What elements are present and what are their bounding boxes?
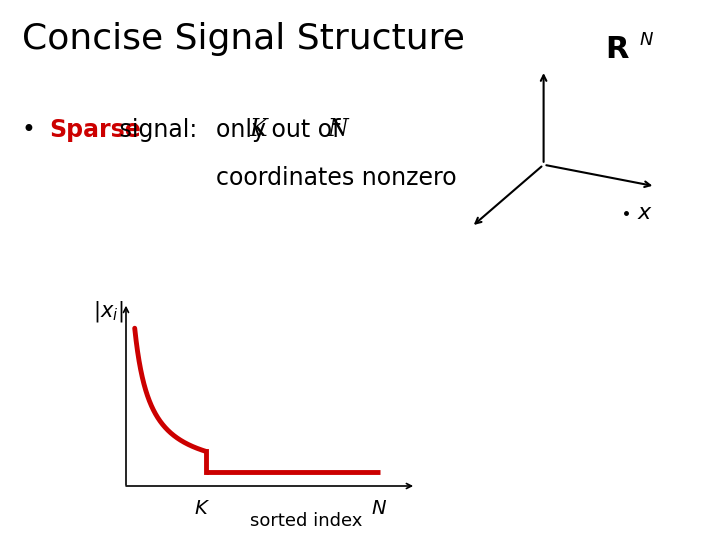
Text: $K$: $K$: [194, 500, 210, 518]
Text: $|x_i|$: $|x_i|$: [93, 299, 123, 325]
Text: N: N: [328, 118, 348, 141]
Text: Sparse: Sparse: [49, 118, 140, 141]
Text: out of: out of: [264, 118, 348, 141]
Text: $x$: $x$: [637, 202, 653, 224]
Text: $\mathbf{R}$: $\mathbf{R}$: [605, 34, 629, 65]
Text: signal:: signal:: [112, 118, 197, 141]
Text: sorted index: sorted index: [251, 512, 363, 530]
Text: •: •: [22, 118, 35, 141]
Text: $N$: $N$: [639, 31, 654, 49]
Text: coordinates nonzero: coordinates nonzero: [216, 166, 456, 190]
Text: Concise Signal Structure: Concise Signal Structure: [22, 22, 464, 56]
Text: only: only: [216, 118, 274, 141]
Text: $N$: $N$: [372, 500, 387, 518]
Text: K: K: [249, 118, 266, 141]
